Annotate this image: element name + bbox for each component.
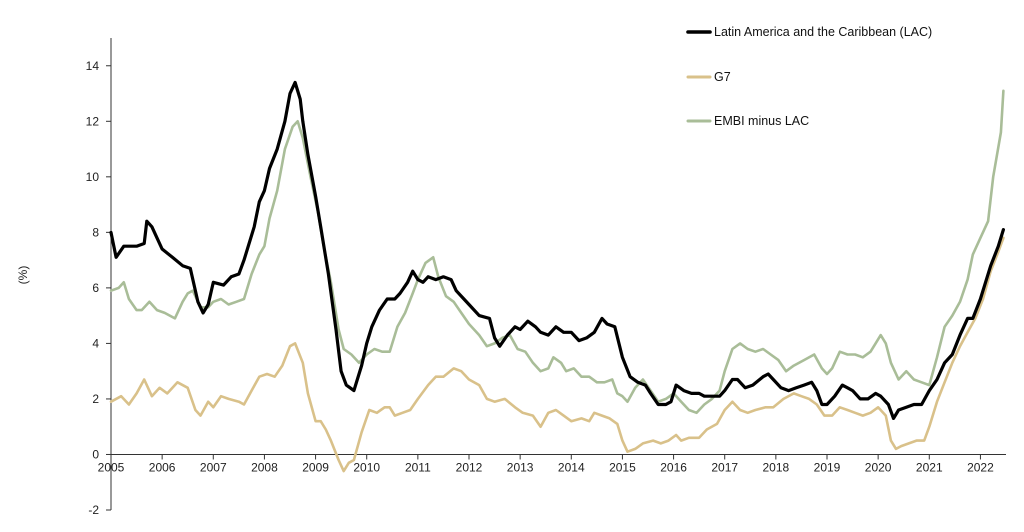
x-tick-label: 2012 [456, 460, 483, 474]
y-tick-label: 12 [86, 114, 100, 128]
x-axis-ticks: 2005 2006 2007 2008 2009 2010 2011 2012 2013 2014… [98, 454, 994, 474]
x-tick-label: 2015 [609, 460, 636, 474]
x-tick-label: 2020 [865, 460, 892, 474]
legend-label-0: Latin America and the Caribbean (LAC) [714, 25, 932, 39]
y-tick-label: 8 [92, 225, 99, 239]
series-line-2 [109, 89, 1005, 415]
x-tick-label: 2011 [405, 460, 431, 474]
x-tick-label: 2005 [98, 460, 125, 474]
x-tick-label: 2013 [507, 460, 534, 474]
chart-series [109, 80, 1005, 473]
y-tick-label: 4 [92, 336, 99, 350]
x-tick-label: 2022 [967, 460, 994, 474]
series-line-0 [109, 80, 1005, 420]
x-tick-label: 2008 [251, 460, 278, 474]
y-tick-label: 6 [92, 281, 99, 295]
x-tick-label: 2019 [814, 460, 841, 474]
y-tick-label: -2 [88, 503, 99, 517]
legend-label-1: G7 [714, 70, 731, 84]
legend-label-2: EMBI minus LAC [714, 114, 809, 128]
x-tick-label: 2018 [763, 460, 790, 474]
x-tick-label: 2009 [302, 460, 329, 474]
x-tick-label: 2007 [200, 460, 227, 474]
series-line-1 [109, 236, 1005, 473]
chart-axes [110, 38, 1006, 510]
x-tick-label: 2017 [711, 460, 738, 474]
x-tick-label: 2021 [916, 460, 943, 474]
x-tick-label: 2014 [558, 460, 585, 474]
y-tick-label: 10 [86, 170, 100, 184]
y-axis-label: (%) [16, 266, 30, 285]
chart-legend: Latin America and the Caribbean (LAC) G7 E… [686, 25, 932, 128]
y-tick-label: 2 [92, 392, 99, 406]
y-tick-label: 14 [86, 59, 100, 73]
x-tick-label: 2016 [660, 460, 687, 474]
y-axis-ticks: -2 0 2 4 6 8 10 12 14 [86, 59, 111, 517]
x-tick-label: 2010 [353, 460, 380, 474]
x-tick-label: 2006 [149, 460, 176, 474]
y-tick-label: 0 [92, 447, 99, 461]
